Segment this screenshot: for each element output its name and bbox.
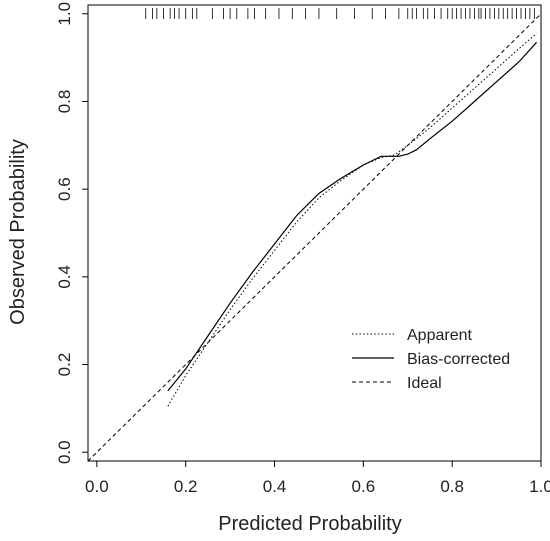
x-tick-label: 0.2: [174, 477, 198, 496]
series-lines: [87, 13, 542, 462]
y-axis-ticks: 0.0 0.2 0.4 0.6 0.8 1.0: [55, 2, 88, 464]
series-line-ideal: [87, 13, 542, 462]
plot-frame: [87, 4, 542, 462]
x-tick-label: 0.6: [352, 477, 376, 496]
series-line-apparent: [167, 33, 537, 407]
y-tick-label: 0.8: [55, 90, 74, 114]
x-axis-ticks: 0.0 0.2 0.4 0.6 0.8 1.0: [85, 461, 550, 496]
x-axis-title: Predicted Probability: [218, 513, 401, 535]
y-tick-label: 1.0: [55, 2, 74, 26]
y-tick-label: 0.4: [55, 265, 74, 289]
legend: Apparent Bias-corrected Ideal: [352, 327, 510, 392]
x-tick-label: 0.8: [440, 477, 464, 496]
y-tick-label: 0.0: [55, 440, 74, 464]
x-tick-label: 0.0: [85, 477, 109, 496]
rug-marks: [145, 8, 535, 19]
series-line-bias-corrected: [167, 41, 538, 392]
y-tick-label: 0.6: [55, 177, 74, 201]
x-tick-label: 1.0: [529, 477, 550, 496]
legend-label: Bias-corrected: [407, 351, 510, 368]
legend-label: Ideal: [407, 375, 442, 392]
y-tick-label: 0.2: [55, 353, 74, 377]
legend-label: Apparent: [407, 327, 472, 344]
y-axis-title: Observed Probability: [7, 139, 29, 325]
x-tick-label: 0.4: [263, 477, 287, 496]
